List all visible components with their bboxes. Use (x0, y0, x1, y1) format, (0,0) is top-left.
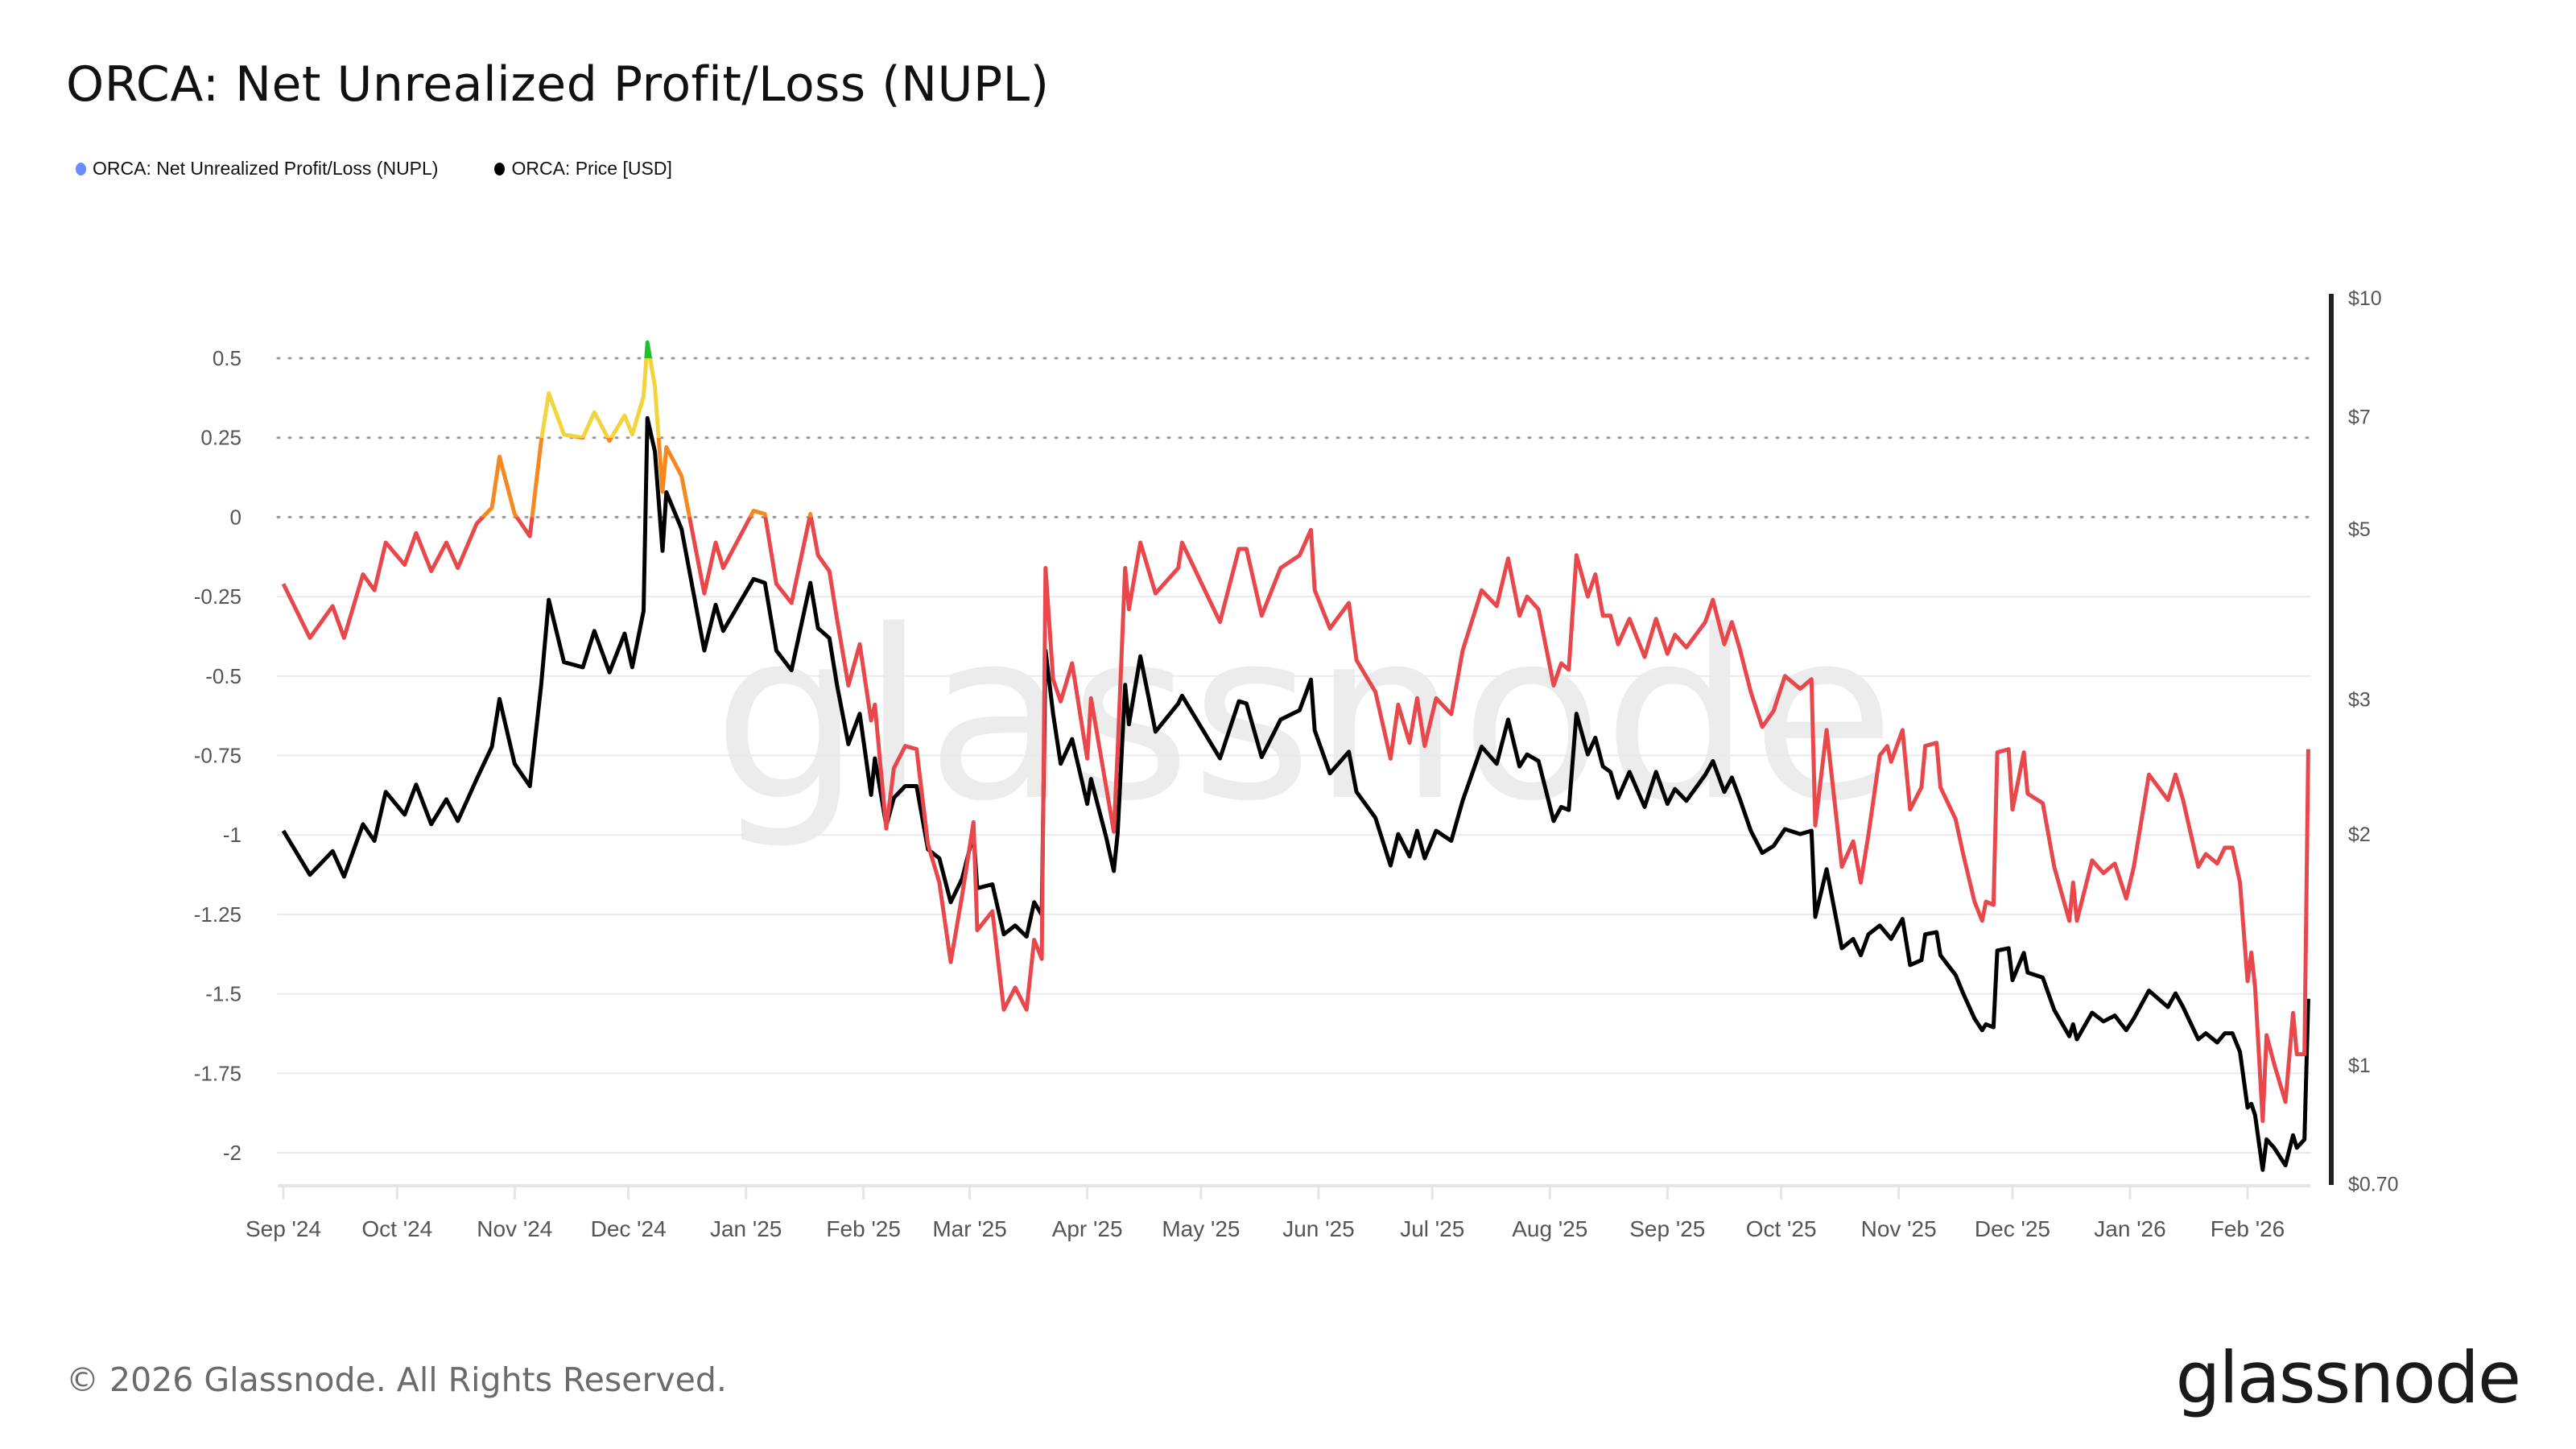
y-left-tick-label: -1.75 (194, 1061, 242, 1085)
legend-item-price[interactable]: ORCA: Price [USD] (494, 158, 672, 180)
y-right-tick-label: $1 (2348, 1055, 2371, 1077)
y-left-tick-label: -0.5 (205, 664, 242, 688)
x-tick-label: Dec '24 (591, 1216, 667, 1241)
x-tick-label: Feb '26 (2211, 1216, 2285, 1241)
x-tick-label: Sep '24 (246, 1216, 321, 1241)
x-tick-label: Nov '25 (1861, 1216, 1937, 1241)
x-tick-label: Oct '25 (1746, 1216, 1817, 1241)
y-left-tick-label: 0.25 (200, 426, 242, 450)
y-left-tick-label: -2 (223, 1141, 242, 1165)
x-axis: Sep '24 Oct '24 Nov '24 Dec '24 Jan '25 Feb '… (246, 1184, 2310, 1241)
legend-label: ORCA: Price [USD] (511, 158, 672, 179)
legend: ORCA: Net Unrealized Profit/Loss (NUPL) … (76, 158, 672, 180)
y-left-tick-label: -1.25 (194, 902, 242, 927)
x-tick-label: Jul '25 (1400, 1216, 1464, 1241)
legend-dot-icon (494, 162, 506, 175)
y-left-tick-label: 0 (230, 505, 242, 529)
nupl-series-line (281, 340, 2310, 1123)
y-axis-left: 0.5 0.25 0 -0.25 -0.5 -0.75 -1 -1.25 -1.5 -1.75 -2 (194, 346, 242, 1165)
legend-dot-icon (76, 162, 86, 175)
copyright-footer: © 2026 Glassnode. All Rights Reserved. (66, 1360, 727, 1399)
gridlines (276, 357, 2312, 1154)
x-tick-label: Apr '25 (1052, 1216, 1123, 1241)
y-left-tick-label: -0.25 (194, 584, 242, 609)
x-tick-label: Oct '24 (361, 1216, 432, 1241)
x-tick-label: Nov '24 (477, 1216, 552, 1241)
y-right-tick-label: $10 (2348, 287, 2382, 310)
x-tick-label: Aug '25 (1512, 1216, 1587, 1241)
legend-label: ORCA: Net Unrealized Profit/Loss (NUPL) (93, 158, 439, 179)
x-tick-label: Jan '26 (2094, 1216, 2165, 1241)
y-axis-right: $10 $7 $5 $3 $2 $1 $0.70 (2329, 287, 2399, 1196)
y-left-tick-label: 0.5 (213, 346, 242, 370)
y-left-tick-label: -1.5 (205, 982, 242, 1006)
y-right-tick-label: $3 (2348, 688, 2371, 711)
legend-item-nupl[interactable]: ORCA: Net Unrealized Profit/Loss (NUPL) (76, 158, 438, 180)
y-left-tick-label: -1 (223, 823, 242, 847)
x-tick-label: Jun '25 (1282, 1216, 1354, 1241)
y-right-tick-label: $2 (2348, 824, 2371, 846)
y-right-tick-label: $7 (2348, 407, 2371, 429)
watermark: glassnode (713, 581, 1895, 852)
x-tick-label: Feb '25 (826, 1216, 901, 1241)
x-tick-label: May '25 (1162, 1216, 1240, 1241)
x-tick-label: Jan '25 (710, 1216, 782, 1241)
x-tick-label: Dec '25 (1975, 1216, 2050, 1241)
x-tick-label: Sep '25 (1629, 1216, 1705, 1241)
y-right-tick-label: $0.70 (2348, 1174, 2399, 1196)
price-series-line (281, 415, 2310, 1172)
glassnode-logo: glassnode (2175, 1336, 2521, 1419)
x-tick-label: Mar '25 (932, 1216, 1007, 1241)
y-right-tick-label: $5 (2348, 518, 2371, 541)
chart-title: ORCA: Net Unrealized Profit/Loss (NUPL) (66, 56, 1050, 113)
y-left-tick-label: -0.75 (194, 744, 242, 768)
